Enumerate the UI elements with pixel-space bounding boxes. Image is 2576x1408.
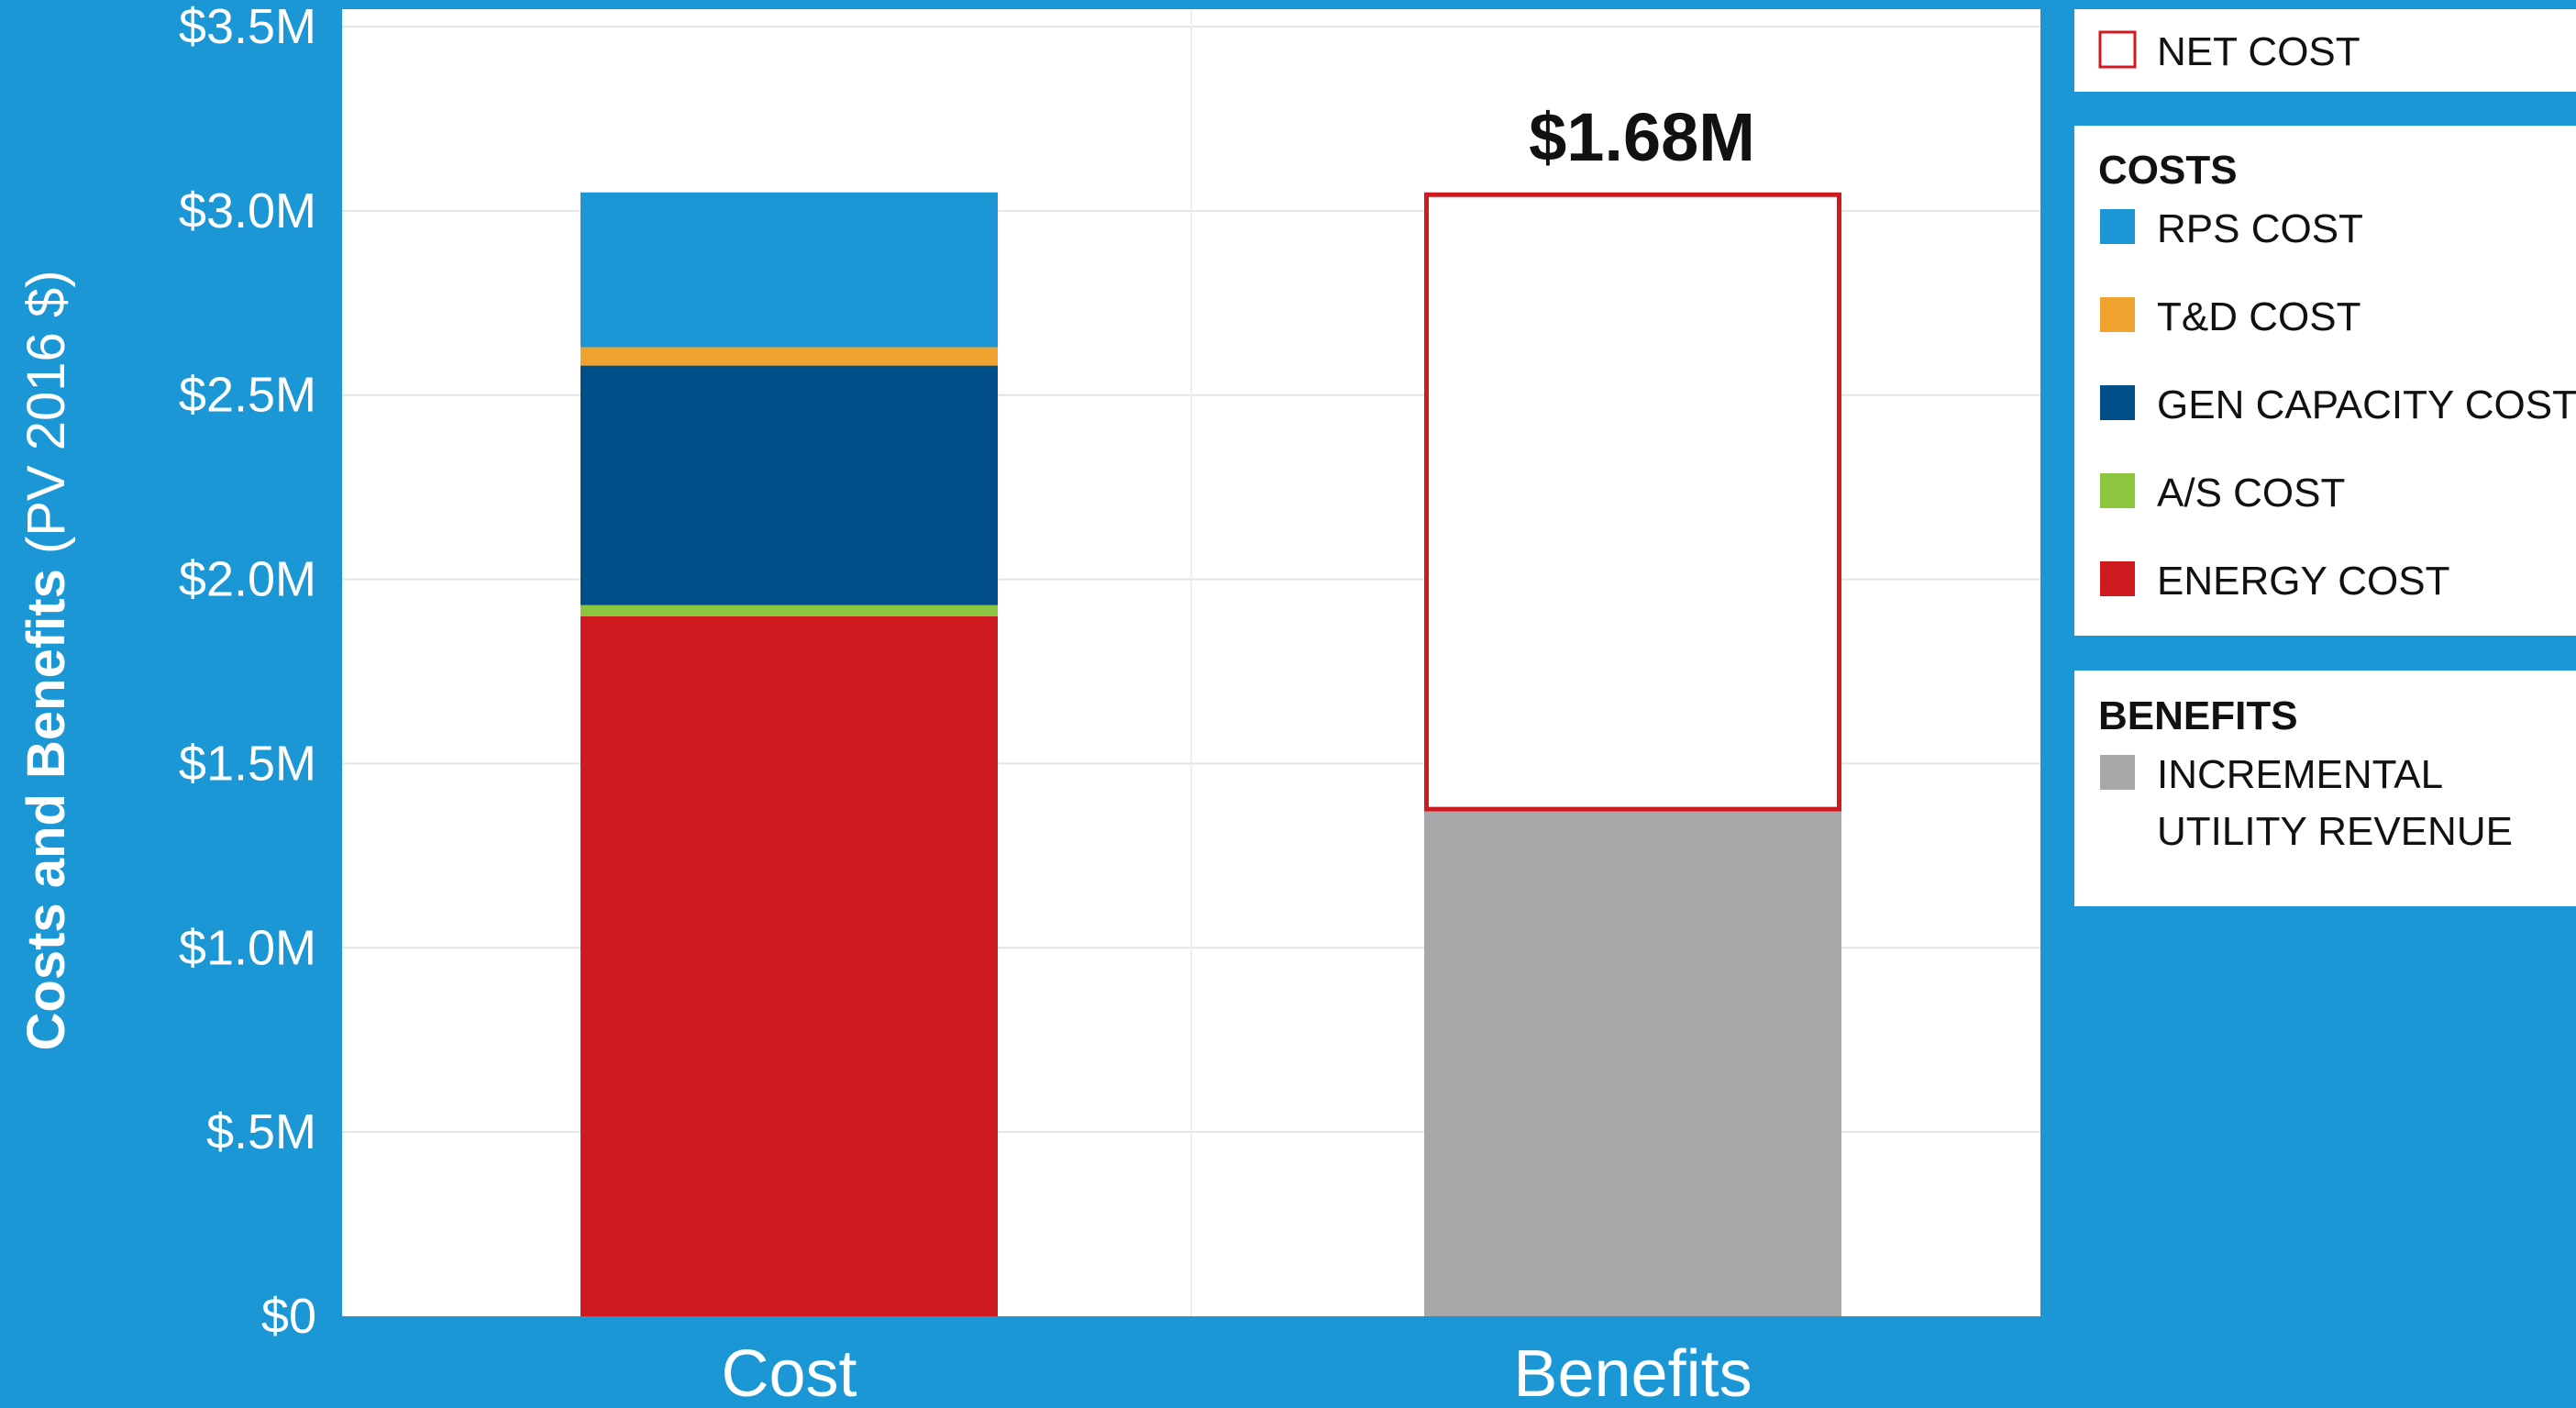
annotations: $1.68M <box>1529 99 1755 175</box>
legend-swatch-rps-cost <box>2100 209 2135 244</box>
legend-label-gen-capacity-cost: GEN CAPACITY COST <box>2157 382 2576 427</box>
bar-net-cost <box>1424 192 1841 812</box>
legend-label-incremental-utility-revenue: INCREMENTAL <box>2157 752 2443 797</box>
legend-label-a-s-cost: A/S COST <box>2157 471 2345 516</box>
legend-label-energy-cost: ENERGY COST <box>2157 559 2449 604</box>
bar-rps-cost <box>580 192 998 348</box>
y-tick-labels: $0 $.5M $1.0M $1.5M $2.0M $2.5M $3.0M $3.5M <box>179 0 316 1344</box>
legend-label-net-cost: NET COST <box>2157 29 2360 74</box>
bar-energy-cost <box>580 615 998 1316</box>
bar-t-d-cost <box>580 347 998 366</box>
category-label-benefits: Benefits <box>1513 1337 1752 1408</box>
legend-heading-benefits: BENEFITS <box>2098 693 2298 738</box>
y-tick-label: $2.0M <box>179 552 316 607</box>
y-tick-label: $3.0M <box>179 183 316 238</box>
net-cost-value-label: $1.68M <box>1529 99 1755 175</box>
legend-heading-costs: COSTS <box>2098 148 2238 193</box>
legend-swatch-net-cost <box>2098 30 2137 69</box>
bars <box>580 192 1841 1316</box>
legend: NET COST COSTS RPS COST T&D COST GEN CAPACIT… <box>2074 9 2576 906</box>
legend-box-net <box>2074 9 2576 92</box>
y-tick-label: $1.0M <box>179 920 316 975</box>
bar-a-s-cost <box>580 604 998 616</box>
category-label-cost: Cost <box>721 1337 857 1408</box>
y-tick-label: $3.5M <box>179 0 316 54</box>
category-labels: Cost Benefits <box>721 1337 1752 1408</box>
bar-gen-capacity-cost <box>580 365 998 605</box>
y-tick-label: $.5M <box>206 1104 316 1159</box>
legend-swatch-incremental-utility-revenue <box>2100 755 2135 790</box>
y-axis-label: Costs and Benefits (PV 2016 $) <box>17 271 76 1051</box>
legend-box-costs <box>2074 126 2576 636</box>
legend-label-rps-cost: RPS COST <box>2157 206 2363 251</box>
y-tick-label: $2.5M <box>179 368 316 423</box>
legend-swatch-energy-cost <box>2100 561 2135 596</box>
bar-incremental-utility-revenue <box>1424 811 1841 1316</box>
legend-label-t-d-cost: T&D COST <box>2157 294 2360 339</box>
legend-swatch-gen-capacity-cost <box>2100 385 2135 420</box>
legend-swatch-a-s-cost <box>2100 473 2135 508</box>
legend-swatch-t-d-cost <box>2100 297 2135 332</box>
legend-label-incremental-utility-revenue: UTILITY REVENUE <box>2157 809 2513 854</box>
y-tick-label: $1.5M <box>179 736 316 791</box>
legend-box-benefits <box>2074 671 2576 906</box>
y-tick-label: $0 <box>261 1289 316 1344</box>
